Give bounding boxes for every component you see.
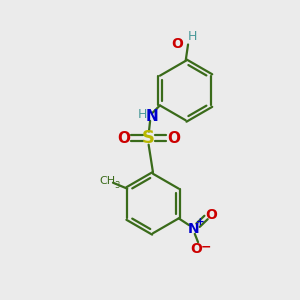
Text: O: O — [205, 208, 217, 222]
Text: CH: CH — [99, 176, 115, 186]
Text: H: H — [137, 108, 147, 121]
Text: S: S — [142, 129, 155, 147]
Text: −: − — [201, 241, 211, 254]
Text: N: N — [146, 109, 159, 124]
Text: N: N — [188, 222, 200, 236]
Text: 3: 3 — [114, 181, 119, 190]
Text: O: O — [167, 130, 180, 146]
Text: O: O — [190, 242, 202, 256]
Text: H: H — [188, 30, 197, 43]
Text: O: O — [171, 37, 183, 51]
Text: O: O — [117, 130, 130, 146]
Text: +: + — [196, 217, 205, 227]
